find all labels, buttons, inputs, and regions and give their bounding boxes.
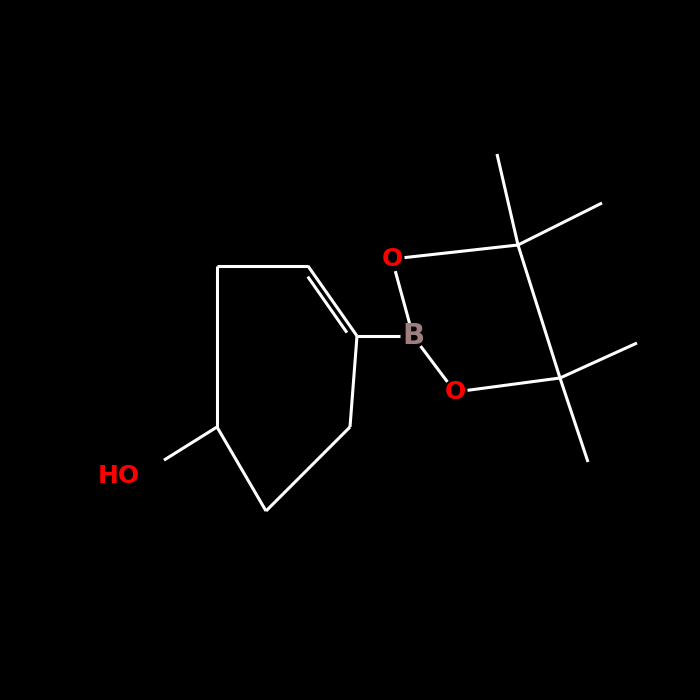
Text: B: B — [402, 322, 424, 350]
Text: HO: HO — [98, 464, 140, 488]
Text: O: O — [444, 380, 466, 404]
Text: O: O — [382, 247, 402, 271]
